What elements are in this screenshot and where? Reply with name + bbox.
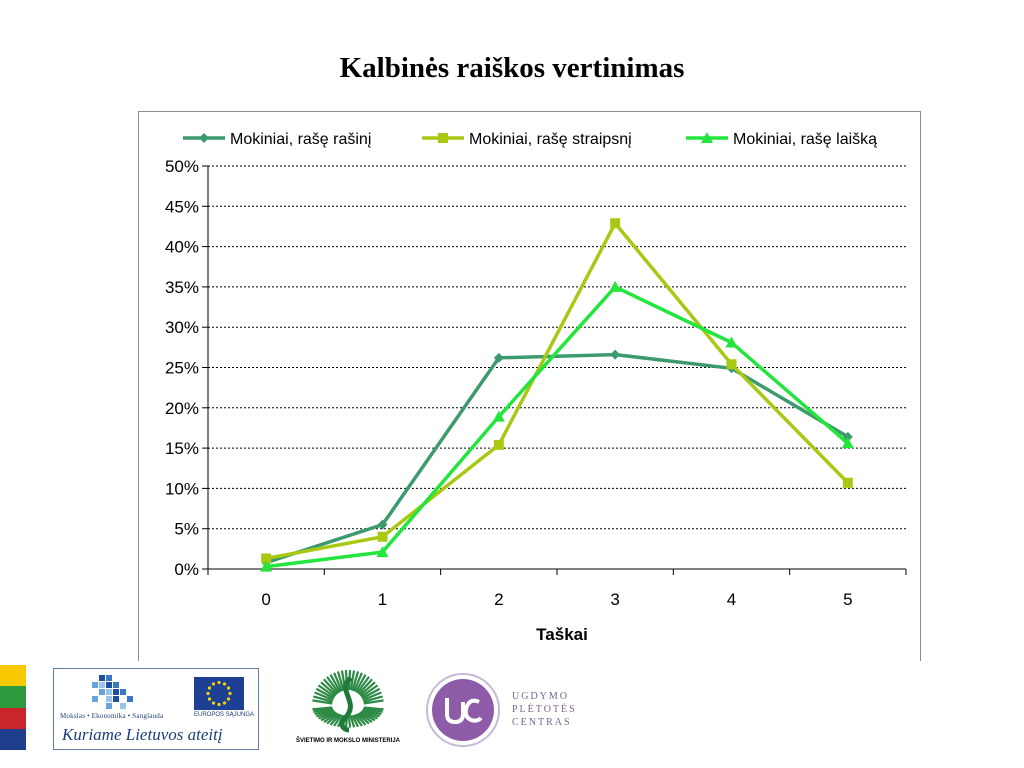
series-line — [265, 285, 849, 569]
data-point-triangle — [609, 280, 622, 292]
data-point-square — [438, 133, 448, 143]
grid-lines — [208, 165, 906, 530]
lithuanian-flag-stripes — [0, 665, 26, 750]
mosaic-icon — [92, 675, 133, 709]
data-point-square — [842, 477, 853, 488]
upc-line-1: UGDYMO — [512, 691, 569, 702]
x-tick-label: 5 — [843, 590, 852, 609]
x-tick-label: 4 — [727, 590, 736, 609]
data-point-triangle — [260, 560, 273, 572]
series-line — [265, 352, 849, 565]
ministry-logo: ŠVIETIMO IR MOKSLO MINISTERIJA — [295, 668, 401, 750]
flag-stripe-yellow — [0, 665, 26, 687]
x-tick-label: 0 — [261, 590, 270, 609]
y-tick-label: 15% — [165, 439, 199, 458]
y-tick-label: 50% — [165, 157, 199, 176]
legend-label: Mokiniai, rašę straipsnį — [469, 131, 632, 148]
legend-item: Mokiniai, rašę straipsnį — [422, 131, 632, 148]
series-triangle — [260, 280, 854, 572]
data-point-square — [261, 553, 272, 564]
data-point-diamond — [610, 349, 621, 360]
x-tick-label: 3 — [610, 590, 619, 609]
y-tick-labels: 0% 5% 10% 15% 20% 25% 30% 35% 40% 45% 50% — [165, 157, 199, 579]
data-point-diamond — [199, 133, 209, 143]
data-point-triangle — [725, 336, 738, 348]
chart-frame: 0% 5% 10% 15% 20% 25% 30% 35% 40% 45% 50% 0 1 2 3 4 5 M… — [138, 111, 921, 661]
upc-line-3: CENTRAS — [512, 717, 572, 728]
x-axis-title: Taškai — [536, 625, 588, 644]
flag-stripe-green — [0, 686, 26, 708]
mes-slogan: Kuriame Lietuvos ateitį — [62, 725, 223, 744]
y-tick-label: 25% — [165, 359, 199, 378]
eu-structural-funds-logo: Mokslas • Ekonomika • Sanglauda EUROPOS … — [53, 668, 259, 750]
legend-item: Mokiniai, rašę rašinį — [183, 131, 371, 148]
series-diamond — [261, 349, 853, 568]
series-lines — [260, 218, 854, 572]
data-point-triangle — [492, 410, 505, 422]
y-tick-label: 35% — [165, 278, 199, 297]
y-tick-label: 40% — [165, 238, 199, 257]
x-tick-label: 1 — [378, 590, 387, 609]
series-square — [261, 218, 853, 564]
y-tick-label: 10% — [165, 479, 199, 498]
flag-stripe-red — [0, 707, 26, 729]
data-point-diamond — [493, 352, 504, 363]
line-chart: 0% 5% 10% 15% 20% 25% 30% 35% 40% 45% 50% 0 1 2 3 4 5 M… — [165, 131, 907, 644]
legend-item: Mokiniai, rašę laišką — [686, 131, 877, 148]
data-point-square — [610, 218, 621, 229]
slide-title: Kalbinės raiškos vertinimas — [339, 52, 685, 84]
data-point-square — [493, 439, 504, 450]
data-point-triangle — [841, 437, 854, 449]
data-point-triangle — [701, 132, 713, 143]
legend: Mokiniai, rašę rašinį Mokiniai, rašę stra… — [183, 131, 877, 148]
legend-label: Mokiniai, rašę rašinį — [230, 131, 371, 148]
eu-caption: EUROPOS SĄJUNGA — [194, 712, 255, 718]
legend-label: Mokiniai, rašę laišką — [733, 131, 877, 148]
data-point-square — [726, 359, 737, 370]
axes — [202, 165, 907, 575]
x-tick-label: 2 — [494, 590, 503, 609]
y-tick-label: 20% — [165, 399, 199, 418]
upc-caption: UGDYMO PLĖTOTĖS CENTRAS — [512, 690, 577, 729]
ministry-caption: ŠVIETIMO IR MOKSLO MINISTERIJA — [295, 738, 400, 744]
y-tick-label: 5% — [174, 520, 199, 539]
data-point-square — [377, 531, 388, 542]
ministry-emblem-icon — [312, 669, 384, 733]
x-tick-labels: 0 1 2 3 4 5 — [261, 590, 852, 609]
series-line — [265, 221, 850, 561]
upc-line-2: PLĖTOTĖS — [512, 704, 577, 715]
data-point-triangle — [376, 546, 389, 558]
flag-stripe-blue — [0, 728, 26, 750]
eu-flag-icon — [194, 677, 244, 710]
data-point-diamond — [377, 519, 388, 530]
y-tick-label: 0% — [174, 560, 199, 579]
mes-caption: Mokslas • Ekonomika • Sanglauda — [60, 712, 164, 720]
y-tick-label: 30% — [165, 318, 199, 337]
upc-emblem-icon — [426, 673, 500, 747]
y-tick-label: 45% — [165, 197, 199, 216]
